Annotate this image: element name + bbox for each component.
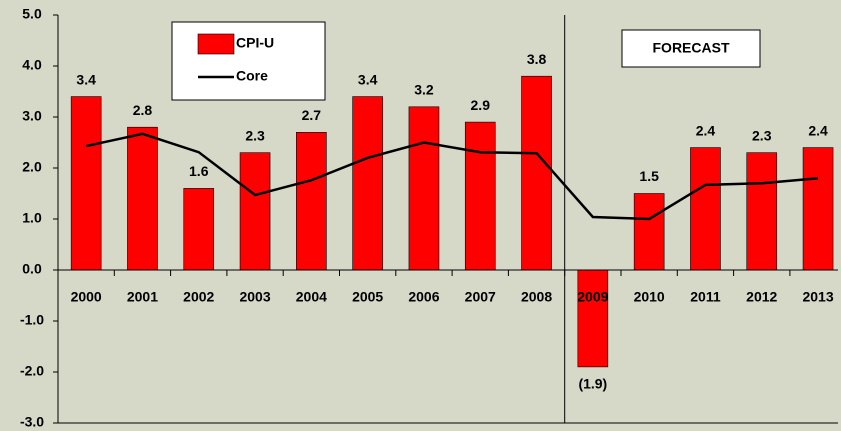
data-label: 2.3: [245, 127, 265, 143]
legend-label: CPI-U: [236, 35, 274, 51]
data-label: 2.8: [133, 102, 153, 118]
x-tick-label: 2012: [746, 289, 777, 305]
bar: [464, 121, 496, 271]
y-tick-label: 2.0: [22, 159, 42, 175]
bar: [127, 126, 158, 271]
x-tick-label: 2006: [408, 289, 439, 305]
y-tick-label: -1.0: [20, 312, 44, 328]
data-label: 3.2: [414, 82, 434, 98]
bar: [802, 147, 834, 271]
x-tick-label: 2009: [577, 289, 608, 305]
bar: [239, 152, 271, 271]
data-label: 2.3: [752, 127, 772, 143]
data-label: 3.4: [358, 71, 378, 87]
bar: [408, 106, 440, 271]
bar: [746, 152, 778, 271]
y-tick-label: 5.0: [22, 6, 42, 22]
y-tick-label: 1.0: [22, 210, 42, 226]
data-label: 2.9: [471, 97, 491, 113]
annotation: FORECAST: [653, 40, 730, 56]
x-tick-label: 2010: [634, 289, 665, 305]
y-tick-label: -3.0: [20, 414, 44, 430]
legend-swatch: [197, 33, 235, 55]
x-tick-label: 2011: [690, 289, 721, 305]
x-tick-label: 2003: [239, 289, 270, 305]
data-label: 2.4: [808, 122, 828, 138]
bar: [633, 193, 665, 271]
data-label: 2.7: [302, 107, 322, 123]
y-tick-label: 3.0: [22, 108, 42, 124]
x-tick-label: 2004: [296, 289, 327, 305]
line: [85, 132, 819, 221]
data-label: 2.4: [696, 122, 716, 138]
data-label: 1.6: [189, 163, 209, 179]
x-tick-label: 2013: [802, 289, 833, 305]
y-tick-label: 4.0: [22, 57, 42, 73]
x-tick-label: 2000: [71, 289, 102, 305]
bar: [577, 269, 609, 368]
bar: [183, 188, 215, 271]
x-tick-label: 2007: [465, 289, 496, 305]
annotation-box: [621, 29, 761, 68]
bar: [690, 147, 721, 271]
x-tick-label: 2002: [183, 289, 214, 305]
x-tick-label: 2005: [352, 289, 383, 305]
data-label: 1.5: [639, 168, 659, 184]
bar: [352, 96, 383, 271]
bar: [296, 132, 327, 271]
legend-box: [171, 21, 326, 101]
y-tick-label: 0.0: [22, 261, 42, 277]
x-tick-label: 2001: [127, 289, 158, 305]
bar: [521, 75, 552, 271]
data-label: 3.8: [527, 51, 547, 67]
x-tick-label: 2008: [521, 289, 552, 305]
legend-label: Core: [236, 68, 268, 84]
bar: [70, 96, 102, 271]
data-label: (1.9): [578, 376, 607, 392]
y-tick-label: -2.0: [20, 363, 44, 379]
data-label: 3.4: [76, 71, 96, 87]
